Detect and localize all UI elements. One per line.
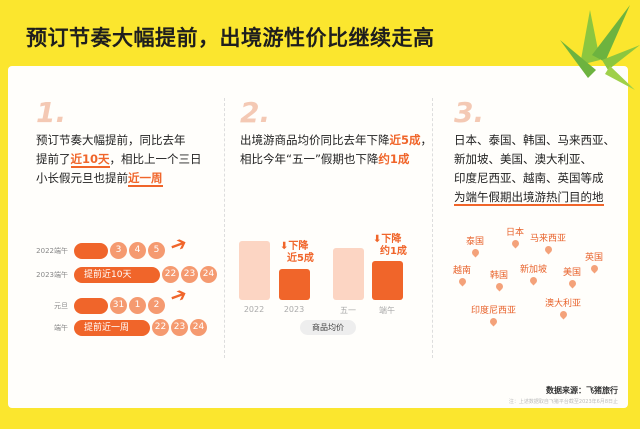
day-circle: 5 [148, 242, 165, 259]
row-label: 元旦 [54, 301, 68, 310]
city-name: 印度尼西亚 [471, 306, 517, 316]
highlight: 约1成 [378, 152, 410, 166]
section-2: 2. 出境游商品均价同比去年下降近5成， 相比今年“五一”假期也下降约1成 [240, 96, 432, 169]
bar-label: 2022 [243, 305, 265, 314]
text: ，相比上一个三日 [109, 152, 202, 166]
section-number: 2. [240, 96, 271, 129]
day-circle: 1 [129, 297, 146, 314]
location-pin-icon [488, 316, 499, 327]
day-circle: 24 [190, 319, 207, 336]
day-circle: 2 [148, 297, 165, 314]
legend-pill: 商品均价 [300, 320, 356, 335]
destination-pin: 澳大利亚 [545, 296, 582, 320]
divider [432, 98, 433, 358]
location-pin-icon [510, 238, 520, 249]
timeline-row: 2022端午 3 4 5 [12, 242, 165, 259]
bar-2023 [279, 269, 310, 300]
drop-label: ⬇下降 近5成 [280, 241, 314, 264]
location-pin-icon [558, 309, 568, 320]
day-circle: 22 [162, 266, 179, 283]
text: 小长假元旦也提前 [36, 171, 128, 185]
city-name: 韩国 [490, 271, 509, 281]
footnote: 注：上述数据取自飞猪平台截至2023年6月8日止 [508, 399, 618, 405]
content-card [8, 66, 628, 408]
timeline-row: 端午 提前近一周 22 23 24 [12, 319, 207, 336]
day-circle: 22 [152, 319, 169, 336]
location-pin-icon [528, 275, 539, 286]
row-label: 2023端午 [36, 270, 68, 279]
text: 为端午假期出境游热门目的地 [454, 190, 604, 206]
destination-pin: 英国 [585, 250, 604, 274]
location-pin-icon [543, 244, 553, 255]
destination-pin: 越南 [453, 263, 472, 287]
lead-bar: 提前近一周 [74, 319, 150, 336]
bar-label: 端午 [379, 306, 395, 315]
text: 新加坡、美国、澳大利亚、 [454, 152, 592, 166]
day-circle: 4 [129, 242, 146, 259]
location-pin-icon [589, 263, 599, 274]
location-pin-icon [567, 278, 577, 289]
section-1: 1. 预订节奏大幅提前，同比去年 提前了近10天，相比上一个三日 小长假元旦也提… [36, 96, 202, 188]
day-circle: 24 [200, 266, 217, 283]
page-title: 预订节奏大幅提前，出境游性价比继续走高 [26, 26, 435, 50]
destination-pin: 印度尼西亚 [471, 303, 517, 327]
text: 预订节奏大幅提前，同比去年 [36, 133, 186, 147]
text: 提前了 [36, 152, 71, 166]
data-source: 数据来源：飞猪旅行 [546, 386, 618, 395]
destination-pin: 美国 [563, 265, 582, 289]
yellow-border [630, 60, 640, 429]
city-name: 英国 [585, 253, 604, 263]
text: 相比今年“五一”假期也下降 [240, 152, 379, 166]
destination-pin: 新加坡 [520, 262, 548, 286]
drop-label: ⬇下降 约1成 [373, 234, 407, 257]
bar-duanwu [372, 261, 403, 300]
bar-wuyi [333, 248, 364, 300]
highlight: 近一周 [128, 171, 163, 187]
divider [224, 98, 225, 358]
timeline-row: 2023端午 提前近10天 22 23 24 [12, 266, 217, 283]
section-number: 1. [36, 96, 67, 129]
lead-bar [74, 242, 108, 259]
destination-pin: 马来西亚 [530, 231, 567, 255]
bar-2022 [239, 241, 270, 300]
text: ， [420, 133, 433, 147]
location-pin-icon [457, 276, 467, 287]
city-name: 新加坡 [520, 265, 548, 275]
day-circle: 3 [110, 242, 127, 259]
bar-label: 2023 [283, 305, 305, 314]
city-name: 越南 [453, 266, 472, 276]
row-label: 2022端午 [36, 246, 68, 255]
destination-pin: 泰国 [466, 234, 485, 258]
lead-bar: 提前近10天 [74, 266, 160, 283]
city-name: 日本 [506, 228, 525, 238]
bar-label: 五一 [340, 306, 356, 315]
highlight: 近5成 [389, 133, 421, 147]
text: 出境游商品均价同比去年下降 [240, 133, 390, 147]
day-circle: 31 [110, 297, 127, 314]
timeline-row: 元旦 31 1 2 [12, 297, 165, 314]
text: 日本、泰国、韩国、马来西亚、 [454, 133, 615, 147]
lead-bar [74, 297, 108, 314]
day-circle: 23 [171, 319, 188, 336]
leaf-decoration-icon [560, 5, 640, 90]
section-3: 3. 日本、泰国、韩国、马来西亚、 新加坡、美国、澳大利亚、 印度尼西亚、越南、英国… [454, 96, 615, 207]
day-circle: 23 [181, 266, 198, 283]
destination-pin: 韩国 [490, 268, 509, 292]
city-name: 美国 [563, 268, 582, 278]
text: 印度尼西亚、越南、英国等成 [454, 171, 604, 185]
location-pin-icon [494, 281, 504, 292]
highlight: 近10天 [70, 152, 110, 168]
section-number: 3. [454, 96, 485, 129]
city-name: 泰国 [466, 237, 485, 247]
city-name: 马来西亚 [530, 234, 567, 244]
location-pin-icon [470, 247, 480, 258]
row-label: 端午 [54, 323, 68, 332]
destination-pin: 日本 [506, 225, 525, 249]
city-name: 澳大利亚 [545, 299, 582, 309]
